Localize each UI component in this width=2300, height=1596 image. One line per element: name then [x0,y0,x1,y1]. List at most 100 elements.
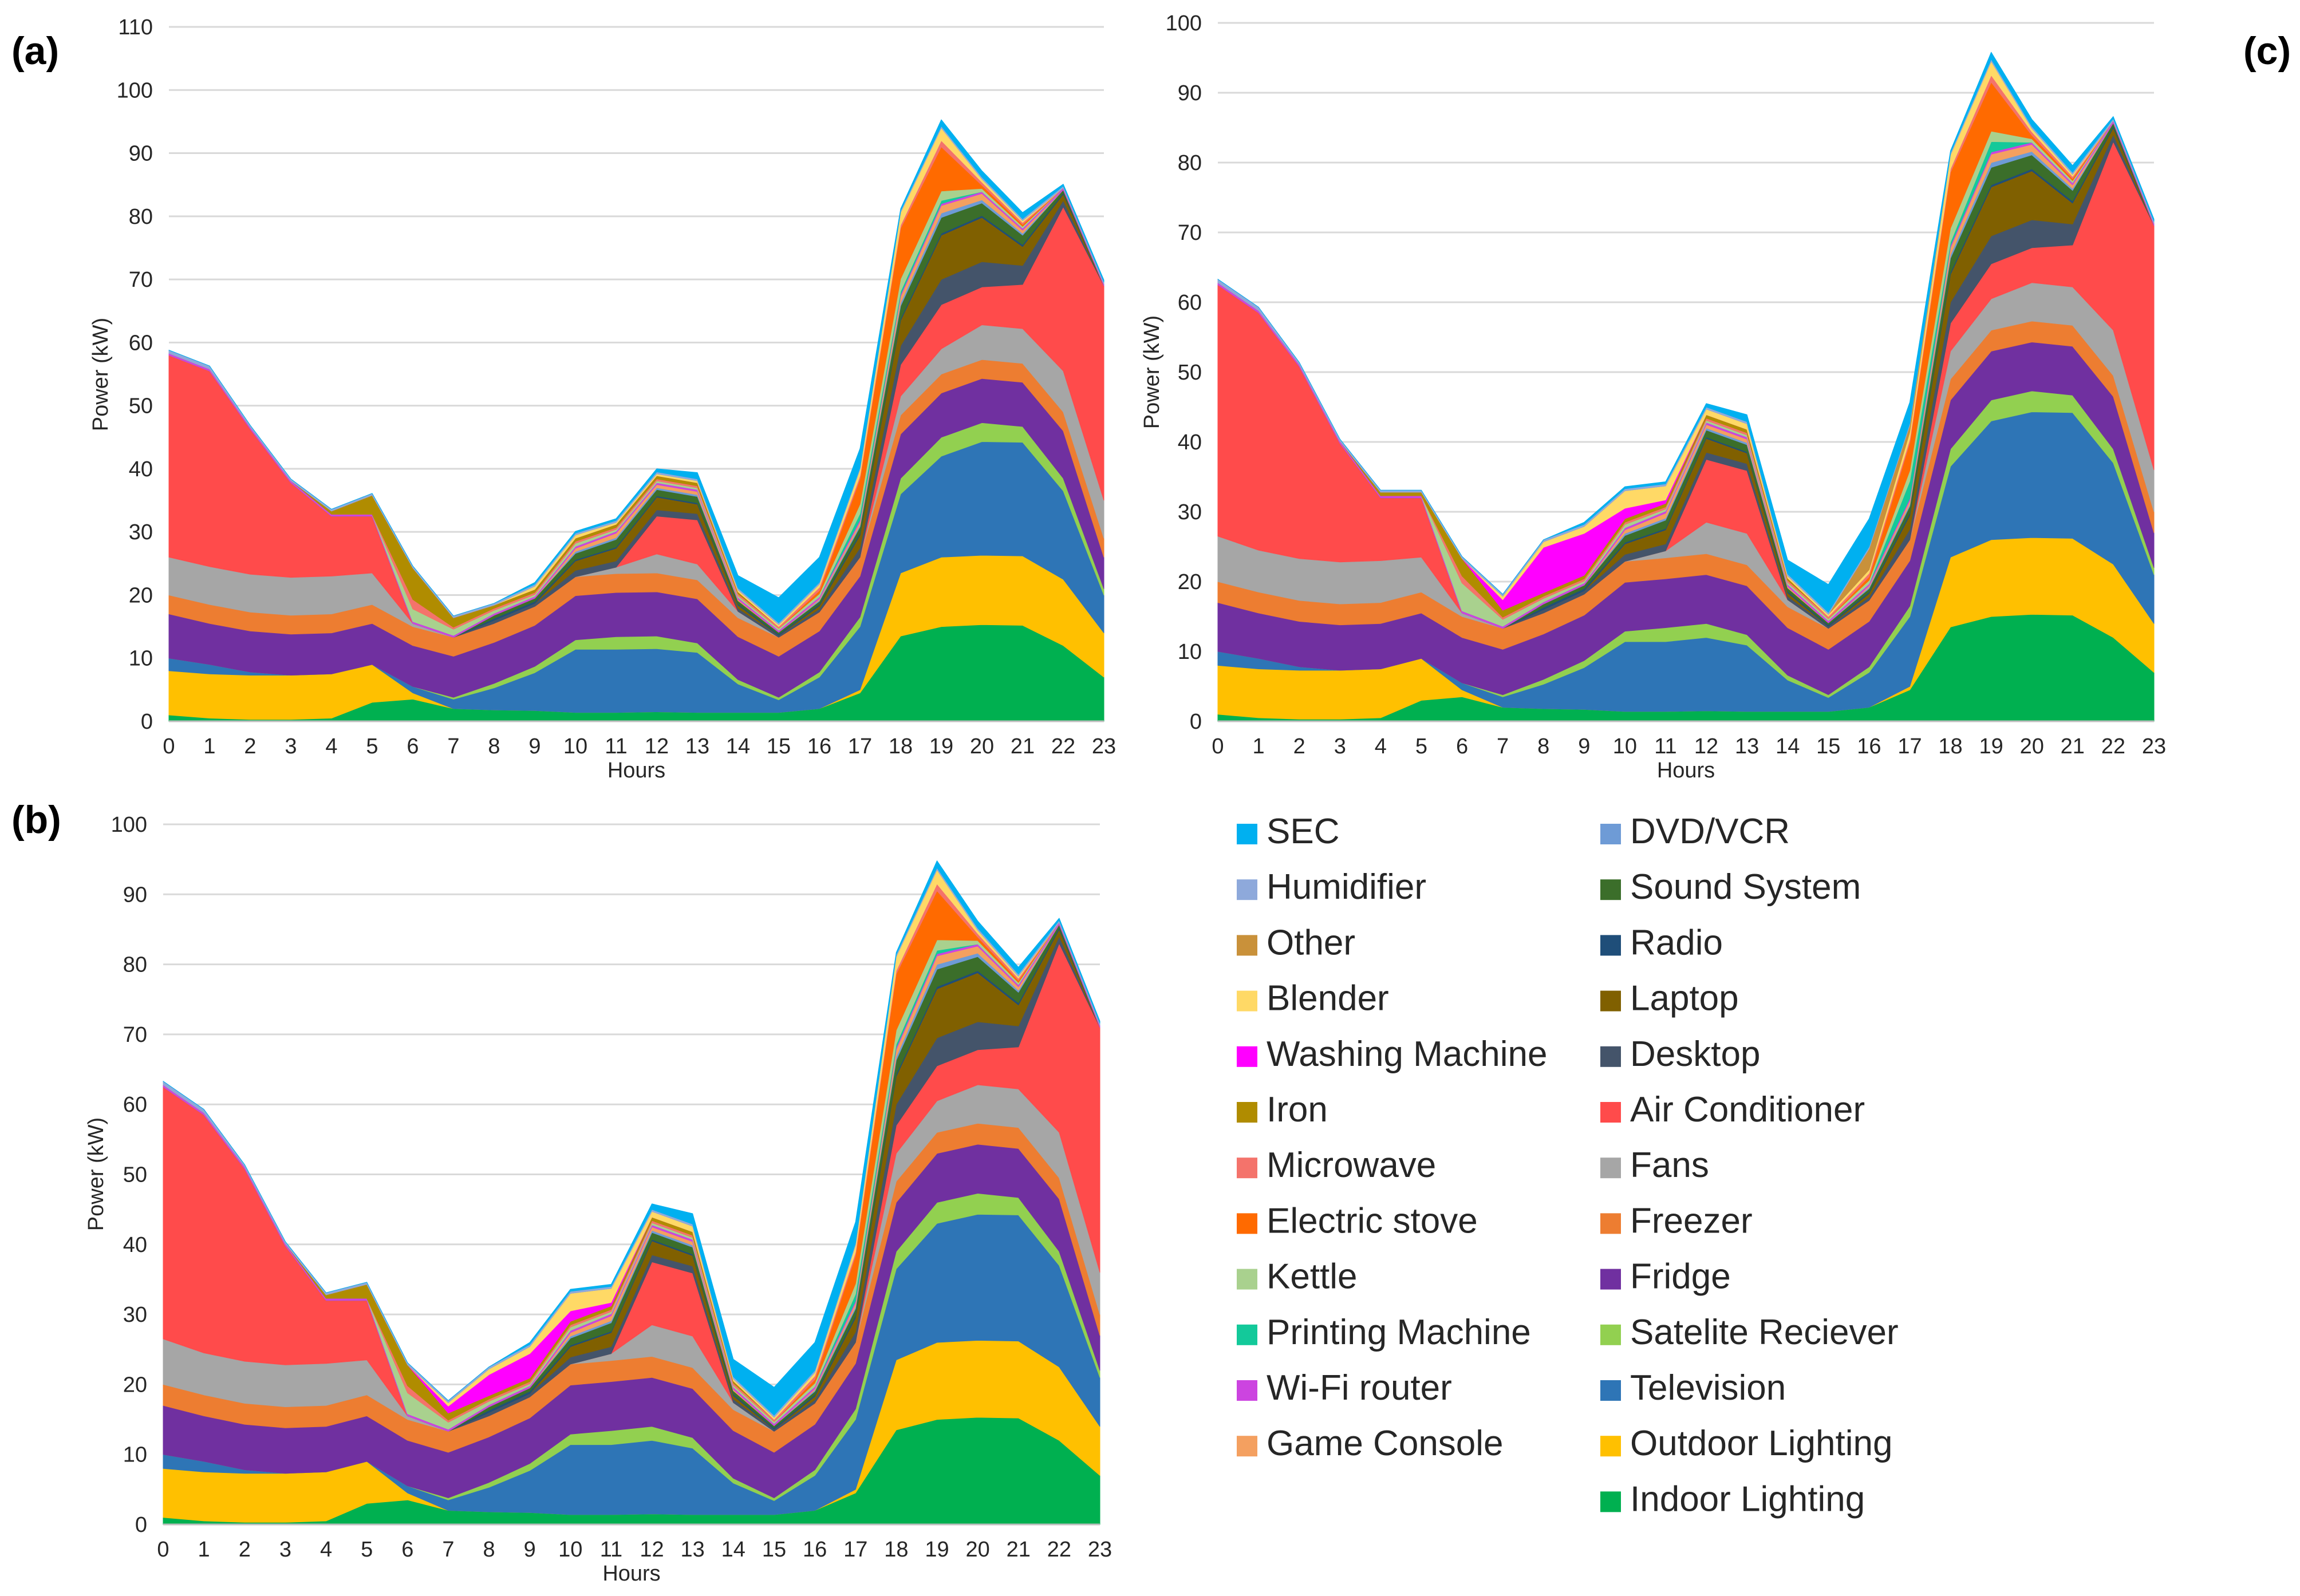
y-tick-label: 40 [1178,430,1202,455]
x-tick-label: 0 [163,734,175,759]
x-tick-label: 23 [2142,734,2166,759]
x-tick-label: 8 [488,734,500,759]
legend-label: Wi-Fi router [1267,1368,1452,1408]
legend-item-air-conditioner: Air Conditioner [1600,1090,1865,1129]
legend-label: Microwave [1267,1145,1436,1185]
y-axis-title: Power (kW) [84,1117,108,1231]
legend-label: Radio [1630,923,1723,962]
legend-swatch [1237,1269,1257,1290]
x-tick-label: 21 [2061,734,2085,759]
y-axis-title: Power (kW) [1140,315,1164,429]
x-tick-label: 14 [721,1538,745,1562]
x-tick-label: 22 [2101,734,2125,759]
y-tick-label: 90 [1178,81,1202,105]
y-tick-label: 90 [129,142,153,166]
x-tick-label: 20 [970,734,994,759]
x-tick-label: 4 [320,1538,332,1562]
legend-swatch [1237,824,1257,844]
y-tick-label: 100 [117,78,153,102]
y-tick-label: 100 [111,813,147,837]
legend-swatch [1237,990,1257,1012]
x-tick-label: 3 [1334,734,1346,759]
x-tick-label: 20 [2020,734,2044,759]
x-tick-label: 21 [1007,1538,1031,1562]
legend-label: Fans [1630,1145,1709,1185]
y-tick-label: 80 [1178,151,1202,175]
legend-item-microwave: Microwave [1237,1145,1436,1185]
x-tick-label: 23 [1092,734,1116,759]
legend-label: SEC [1267,812,1339,851]
y-tick-label: 30 [129,520,153,544]
x-tick-label: 15 [767,734,791,759]
legend-item-indoor-lighting: Indoor Lighting [1600,1479,1865,1519]
legend-item-dvd-vcr: DVD/VCR [1600,812,1790,851]
legend-label: Television [1630,1368,1786,1408]
x-tick-label: 23 [1088,1538,1112,1562]
x-tick-label: 22 [1047,1538,1071,1562]
legend-swatch [1600,935,1621,956]
area-sec [163,860,1100,1416]
legend-item-electric-stove: Electric stove [1237,1201,1478,1241]
x-tick-label: 5 [361,1538,373,1562]
x-axis-title: Hours [1657,759,1715,783]
area-sec [168,119,1104,623]
x-tick-label: 5 [1415,734,1427,759]
x-tick-label: 17 [843,1538,867,1562]
x-tick-label: 13 [681,1538,705,1562]
legend-swatch [1600,879,1621,900]
x-tick-label: 16 [1857,734,1881,759]
legend-label: Satelite Reciever [1630,1313,1899,1352]
legend-item-laptop: Laptop [1600,979,1739,1018]
legend-item-radio: Radio [1600,923,1723,962]
y-tick-label: 40 [129,457,153,481]
area-sec [1217,52,2155,613]
x-tick-label: 8 [1537,734,1549,759]
legend-swatch [1600,1324,1621,1345]
y-tick-label: 60 [1178,291,1202,315]
x-tick-label: 18 [889,734,913,759]
legend-label: Sound System [1630,867,1861,907]
x-tick-label: 1 [198,1538,210,1562]
x-tick-label: 19 [929,734,953,759]
legend-item-game-console: Game Console [1237,1424,1504,1463]
legend-label: DVD/VCR [1630,812,1790,851]
x-tick-label: 17 [848,734,872,759]
y-tick-label: 90 [123,883,147,907]
x-tick-label: 21 [1011,734,1035,759]
x-tick-label: 15 [1816,734,1840,759]
y-tick-label: 0 [141,710,153,734]
y-tick-label: 30 [123,1303,147,1327]
legend-label: Outdoor Lighting [1630,1424,1892,1463]
x-tick-label: 2 [239,1538,251,1562]
legend-swatch [1600,1102,1621,1123]
y-tick-label: 60 [123,1093,147,1117]
legend-swatch [1600,1269,1621,1290]
y-tick-label: 50 [129,394,153,418]
x-tick-label: 16 [803,1538,827,1562]
legend-item-satelite-reciever: Satelite Reciever [1600,1313,1899,1352]
legend-item-wi-fi-router: Wi-Fi router [1237,1368,1452,1408]
x-tick-label: 14 [726,734,750,759]
legend-item-fans: Fans [1600,1145,1709,1185]
legend-item-iron: Iron [1237,1090,1328,1129]
legend-item-sound-system: Sound System [1600,867,1861,907]
x-axis-title: Hours [607,759,665,783]
y-tick-label: 20 [1178,570,1202,594]
y-tick-label: 100 [1166,11,1202,35]
x-tick-label: 16 [807,734,831,759]
y-tick-label: 0 [1190,710,1202,734]
y-tick-label: 50 [123,1163,147,1187]
x-tick-label: 1 [203,734,215,759]
x-tick-label: 3 [279,1538,291,1562]
legend-label: Freezer [1630,1201,1753,1241]
x-tick-label: 6 [1456,734,1468,759]
x-tick-label: 4 [325,734,337,759]
legend-swatch [1237,1324,1257,1345]
legend-label: Game Console [1267,1424,1504,1463]
legend-swatch [1237,1436,1257,1457]
y-tick-label: 0 [135,1513,147,1537]
